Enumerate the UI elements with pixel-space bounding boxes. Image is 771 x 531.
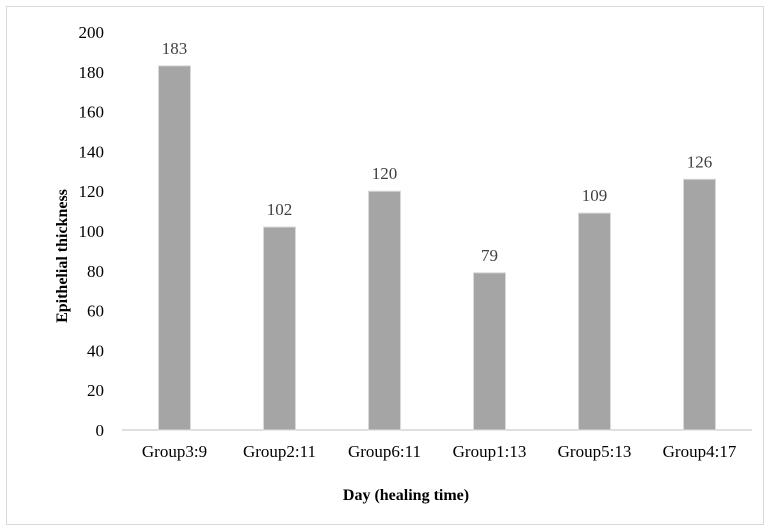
y-tick-label: 40: [87, 341, 104, 360]
y-tick-label: 160: [79, 103, 105, 122]
bars: [158, 65, 716, 431]
x-tick-label: Group5:13: [558, 442, 632, 461]
bar: [158, 65, 191, 431]
y-tick-label: 120: [79, 182, 105, 201]
x-axis-ticks: Group3:9 Group2:11 Group6:11 Group1:13 Group…: [142, 442, 737, 461]
bar: [368, 190, 401, 431]
y-tick-label: 200: [79, 23, 105, 42]
x-tick-label: Group1:13: [453, 442, 527, 461]
data-labels: 183 102 120 79 109 126: [162, 39, 713, 265]
y-axis-ticks: 0 20 40 60 80 100 120 140 160 180 200: [79, 23, 105, 440]
x-tick-label: Group4:17: [663, 442, 737, 461]
bar: [578, 212, 611, 431]
x-axis-title: Day (healing time): [343, 487, 469, 504]
x-tick-label: Group2:11: [243, 442, 316, 461]
x-tick-label: Group6:11: [348, 442, 421, 461]
y-tick-label: 0: [96, 421, 105, 440]
bar: [263, 226, 296, 431]
bar: [473, 272, 506, 431]
data-label: 109: [582, 186, 608, 205]
y-axis-title: Epithelial thickness: [54, 189, 71, 323]
y-tick-label: 100: [79, 222, 105, 241]
y-tick-label: 20: [87, 381, 104, 400]
data-label: 102: [267, 200, 293, 219]
data-label: 126: [687, 152, 713, 171]
data-label: 120: [372, 164, 398, 183]
y-tick-label: 60: [87, 302, 104, 321]
y-tick-label: 140: [79, 142, 105, 161]
bar: [683, 178, 716, 431]
y-tick-label: 80: [87, 262, 104, 281]
data-label: 79: [481, 246, 498, 265]
x-tick-label: Group3:9: [142, 442, 207, 461]
data-label: 183: [162, 39, 188, 58]
y-tick-label: 180: [79, 63, 105, 82]
